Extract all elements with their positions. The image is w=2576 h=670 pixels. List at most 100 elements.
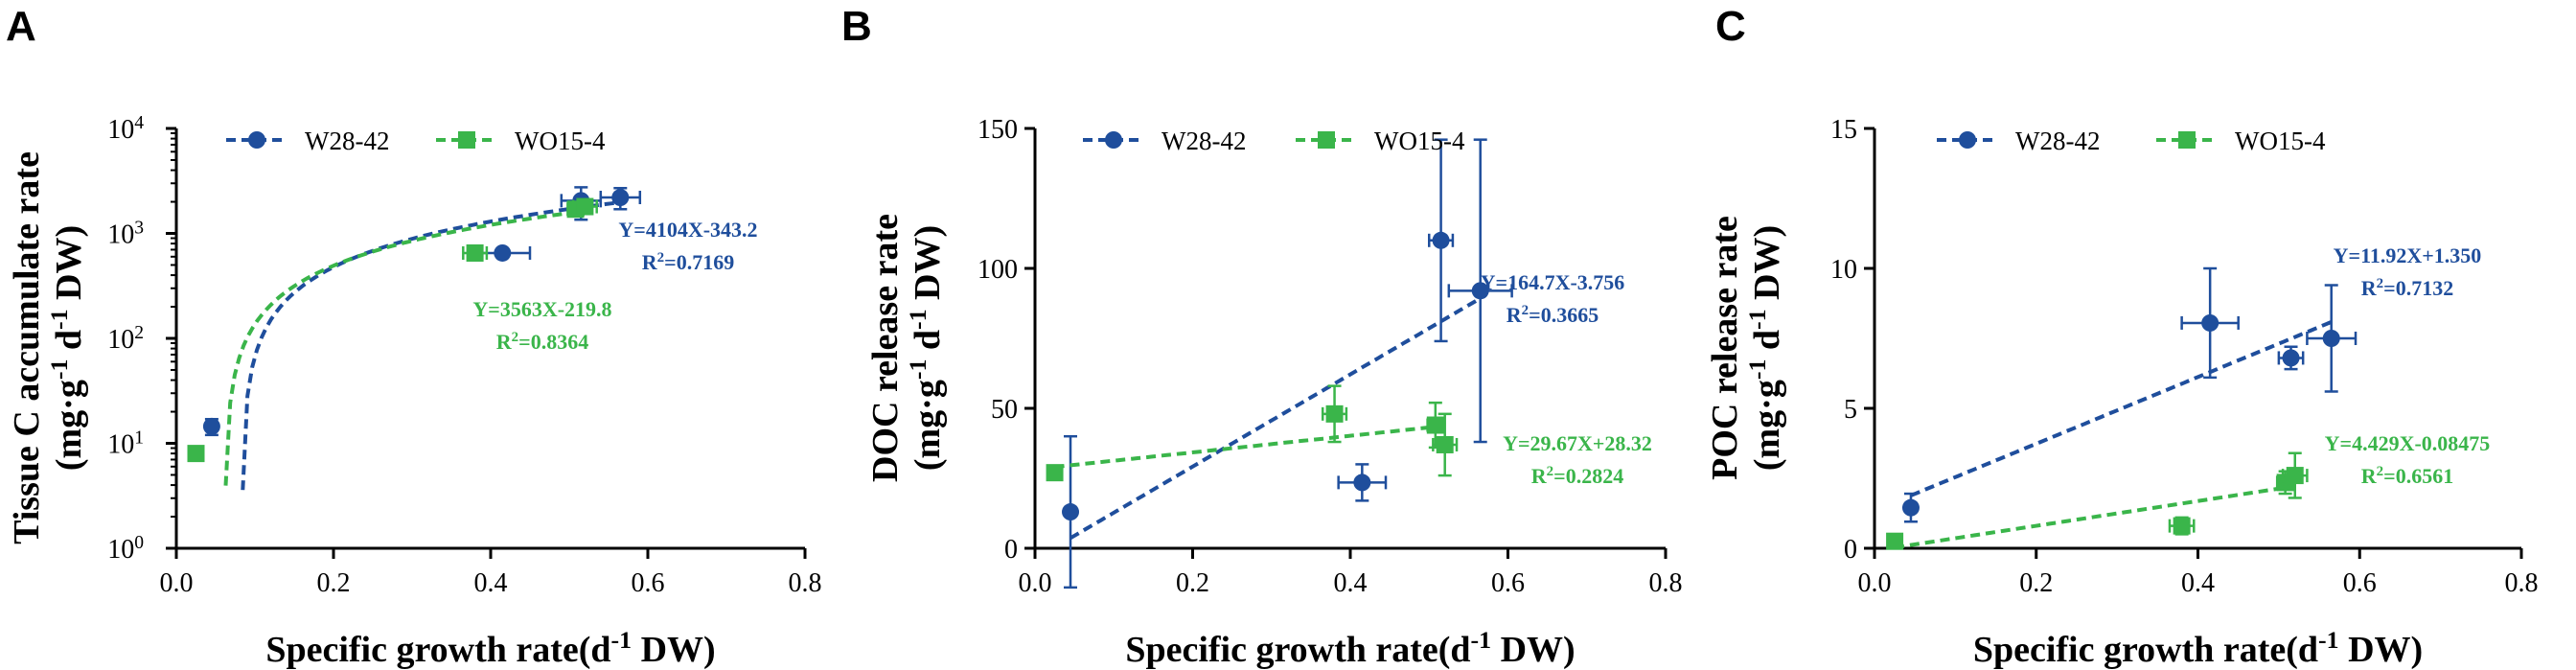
data-point <box>611 189 630 207</box>
series-wo15-4 <box>1046 384 1459 482</box>
r-squared: R2=0.6561 <box>2361 464 2453 488</box>
legend-label: W28-42 <box>305 127 389 155</box>
data-point <box>1886 532 1904 550</box>
x-tick-label: 0.0 <box>160 568 194 598</box>
legend-marker <box>2178 131 2196 149</box>
data-point <box>2282 349 2300 367</box>
data-point <box>1353 474 1371 492</box>
x-tick-label: 0.8 <box>2505 568 2539 598</box>
y-tick-label: 0 <box>1004 535 1018 565</box>
x-tick-label: 0.0 <box>1858 568 1892 598</box>
data-point <box>466 243 484 262</box>
legend-item-w28-42: W28-42 <box>1083 127 1246 155</box>
x-tick-label: 0.2 <box>2019 568 2053 598</box>
series-wo15-4 <box>1886 451 2309 550</box>
y-tick-label: 5 <box>1844 395 1857 425</box>
legend-marker <box>1318 131 1335 149</box>
series-w28-42 <box>1062 138 1513 589</box>
r-squared: R2=0.3665 <box>1506 303 1598 327</box>
fit-line <box>1070 296 1482 541</box>
x-tick-label: 0.4 <box>474 568 508 598</box>
y-tick-label: 10 <box>1830 255 1857 285</box>
legend-marker <box>1959 131 1976 149</box>
data-point <box>2322 330 2340 347</box>
regression-equation: Y=4104X-343.2 <box>618 218 757 242</box>
y-axis-units: (mg·g-1 d-1 DW) <box>904 225 949 471</box>
legend-label: W28-42 <box>2015 127 2100 155</box>
y-tick-label: 103 <box>107 218 144 250</box>
x-tick-label: 0.2 <box>317 568 351 598</box>
y-axis-label: Tissue C accumulate rate <box>7 151 47 544</box>
panel-letter: C <box>1715 3 1746 50</box>
y-tick-label: 102 <box>107 323 144 356</box>
legend-label: W28-42 <box>1162 127 1246 155</box>
r-squared: R2=0.2824 <box>1531 464 1623 488</box>
regression-equation: Y=3563X-219.8 <box>472 297 611 321</box>
fit-line <box>241 200 621 491</box>
series-w28-42 <box>1901 266 2358 523</box>
data-point <box>1901 498 1920 517</box>
x-tick-label: 0.6 <box>2343 568 2377 598</box>
data-point <box>1062 503 1080 521</box>
legend-marker <box>1105 131 1122 149</box>
data-point <box>2201 313 2220 332</box>
x-tick-label: 0.8 <box>789 568 822 598</box>
legend-item-wo15-4: WO15-4 <box>1296 127 1465 155</box>
x-tick-label: 0.4 <box>2181 568 2215 598</box>
data-point <box>2286 467 2304 485</box>
regression-equation: Y=164.7X-3.756 <box>1481 270 1625 294</box>
data-point <box>1432 231 1450 249</box>
chart-panel-b: B 0.0 0.2 0.4 0.6 0.8 0 50 100 150 Specific growth… <box>841 3 1683 670</box>
series-wo15-4 <box>187 197 598 486</box>
y-tick-label: 0 <box>1844 535 1857 565</box>
x-tick-label: 0.0 <box>1019 568 1052 598</box>
legend-item-wo15-4: WO15-4 <box>436 127 606 155</box>
y-tick-label: 50 <box>991 395 1018 425</box>
y-axis-label: DOC release rate <box>865 214 906 482</box>
data-point <box>2173 517 2191 535</box>
y-tick-label: 15 <box>1830 115 1857 145</box>
data-point <box>1426 416 1444 434</box>
x-axis-label: Specific growth rate(d-1 DW) <box>1125 626 1575 670</box>
fit-line <box>223 209 586 486</box>
x-tick-label: 0.4 <box>1334 568 1368 598</box>
data-point <box>187 445 205 463</box>
data-point <box>1325 404 1344 423</box>
y-tick-label: 104 <box>107 113 144 146</box>
legend-label: WO15-4 <box>1374 127 1465 155</box>
y-tick-label: 101 <box>107 427 144 460</box>
x-tick-label: 0.8 <box>1649 568 1683 598</box>
data-point <box>1436 435 1454 453</box>
legend-label: WO15-4 <box>515 127 606 155</box>
y-tick-label: 150 <box>978 115 1018 145</box>
legend-label: WO15-4 <box>2235 127 2326 155</box>
chart-panel-c: C 0.0 0.2 0.4 0.6 0.8 0 5 10 15 Specific growth ra… <box>1705 3 2539 670</box>
x-tick-label: 0.6 <box>632 568 665 598</box>
x-axis-label: Specific growth rate(d-1 DW) <box>265 626 715 670</box>
x-tick-label: 0.2 <box>1176 568 1209 598</box>
panel-letter: B <box>841 3 872 50</box>
legend-item-w28-42: W28-42 <box>226 127 389 155</box>
x-tick-label: 0.6 <box>1491 568 1525 598</box>
panel-letter: A <box>6 3 36 50</box>
r-squared: R2=0.7169 <box>642 250 734 274</box>
y-tick-label: 100 <box>978 255 1018 285</box>
chart-panel-a: A 0.0 0.2 0.4 0.6 0.8 100 101 102 103 104 Specific … <box>6 3 822 670</box>
regression-equation: Y=29.67X+28.32 <box>1503 431 1652 455</box>
legend-marker <box>248 131 265 149</box>
regression-equation: Y=4.429X-0.08475 <box>2325 431 2491 455</box>
x-axis-label: Specific growth rate(d-1 DW) <box>1973 626 2423 670</box>
fit-line <box>1910 320 2333 497</box>
data-point <box>1471 282 1489 300</box>
fit-line <box>1894 484 2296 550</box>
r-squared: R2=0.7132 <box>2361 276 2453 300</box>
y-tick-label: 100 <box>107 533 144 566</box>
y-axis-label: POC release rate <box>1705 216 1745 480</box>
regression-equation: Y=11.92X+1.350 <box>2334 243 2482 267</box>
data-point <box>494 243 512 262</box>
y-axis-units: (mg·g-1 d-1 DW) <box>1743 225 1788 471</box>
fit-line <box>1054 424 1445 470</box>
y-axis-units: (mg·g-1 d-1 DW) <box>45 225 90 471</box>
data-point <box>576 197 594 216</box>
